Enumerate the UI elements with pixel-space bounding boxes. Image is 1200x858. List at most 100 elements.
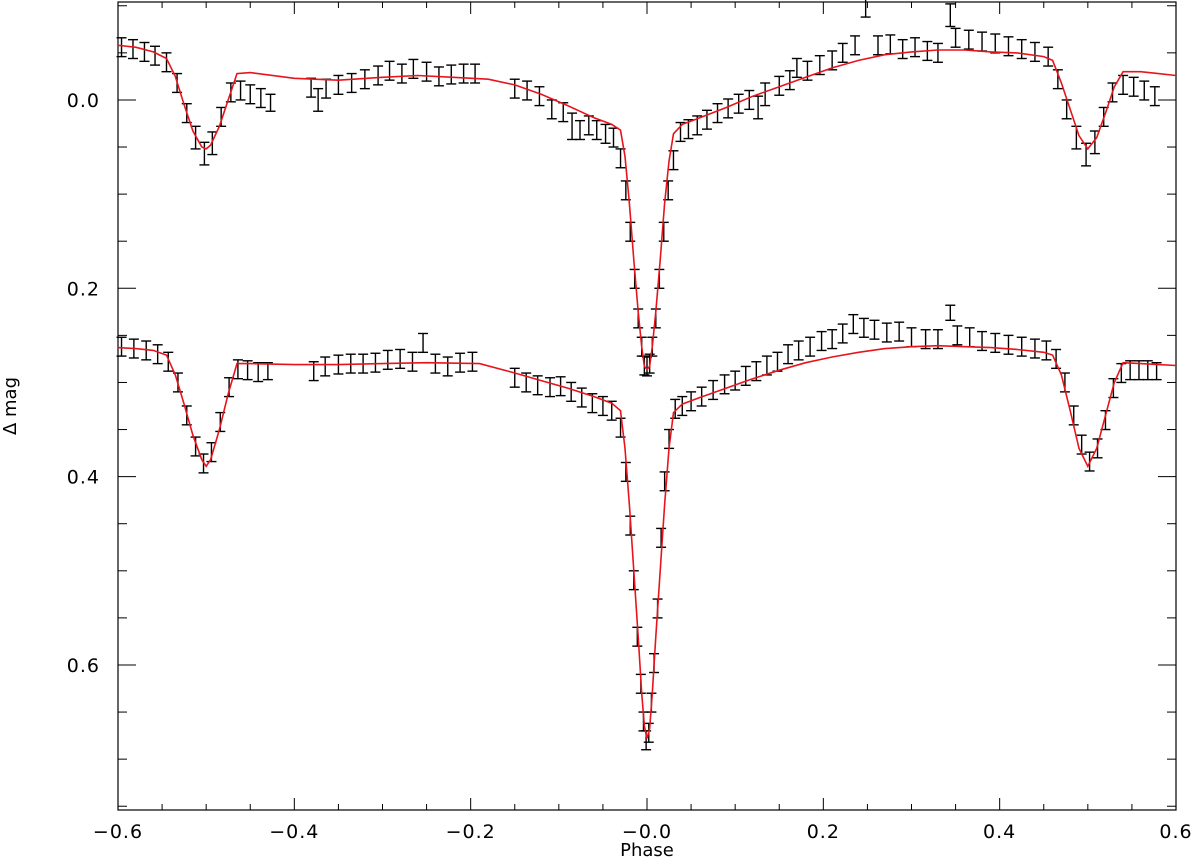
data-point xyxy=(816,330,827,352)
data-point xyxy=(320,356,331,377)
data-point xyxy=(906,327,917,348)
data-point xyxy=(885,34,896,55)
data-point xyxy=(576,387,587,408)
y-tick-label: 0.0 xyxy=(67,90,100,112)
data-point xyxy=(670,398,681,419)
data-point xyxy=(442,356,453,377)
data-point xyxy=(945,3,956,28)
data-point xyxy=(740,365,751,386)
data-point xyxy=(139,41,150,63)
data-point xyxy=(407,351,418,372)
data-point xyxy=(793,340,804,361)
data-point xyxy=(1149,86,1160,107)
x-tick-label: 0.4 xyxy=(983,821,1016,843)
data-point xyxy=(161,52,172,73)
data-point xyxy=(253,361,264,383)
x-tick-label: 0.2 xyxy=(807,821,840,843)
data-point xyxy=(872,35,883,56)
data-point xyxy=(708,379,719,401)
data-point xyxy=(964,327,975,348)
data-point xyxy=(1125,360,1136,381)
data-point xyxy=(712,103,723,124)
data-point xyxy=(1029,338,1040,359)
data-point xyxy=(814,54,825,76)
data-point xyxy=(382,349,393,370)
data-point xyxy=(1016,38,1027,60)
data-point xyxy=(733,93,744,114)
y-tick-labels: 0.0 0.2 0.4 0.6 xyxy=(67,90,100,677)
data-point xyxy=(262,361,273,381)
data-point xyxy=(837,323,848,344)
data-point xyxy=(1016,336,1027,357)
data-point xyxy=(897,38,908,60)
data-point xyxy=(963,29,974,50)
data-point xyxy=(116,336,127,357)
data-point xyxy=(858,317,869,338)
data-point xyxy=(761,355,772,376)
data-point xyxy=(373,65,384,86)
data-point xyxy=(881,322,892,343)
data-point xyxy=(265,93,276,112)
data-point xyxy=(860,0,871,18)
data-point xyxy=(753,95,764,120)
data-point xyxy=(1118,74,1129,95)
data-point xyxy=(772,351,783,372)
data-point xyxy=(346,72,357,94)
data-point xyxy=(894,321,905,342)
observation-points xyxy=(116,0,1162,751)
x-tick-label: −0.4 xyxy=(269,821,319,843)
data-point xyxy=(116,37,127,58)
x-tick-label: −0.6 xyxy=(93,821,143,843)
data-point xyxy=(1151,361,1162,381)
data-point xyxy=(1029,41,1040,63)
data-point xyxy=(1128,76,1139,97)
data-point xyxy=(1051,348,1062,370)
data-point xyxy=(952,325,963,346)
y-tick-label: 0.2 xyxy=(67,278,100,300)
data-point xyxy=(313,87,324,112)
data-point xyxy=(600,123,611,144)
data-point xyxy=(418,332,429,354)
data-point xyxy=(232,359,243,380)
data-point xyxy=(783,344,794,365)
x-tick-label: 0.6 xyxy=(1159,821,1192,843)
data-point xyxy=(625,221,636,242)
data-point xyxy=(591,119,602,141)
data-point xyxy=(910,37,921,58)
data-point xyxy=(784,70,795,91)
data-point xyxy=(1139,80,1150,101)
data-point xyxy=(587,393,598,414)
axis-ticks xyxy=(117,2,1177,810)
data-point xyxy=(744,89,755,111)
data-point xyxy=(658,221,669,242)
data-point xyxy=(990,33,1001,54)
data-point xyxy=(127,38,138,60)
data-point xyxy=(306,77,317,98)
data-point xyxy=(791,57,802,79)
data-point xyxy=(235,80,246,101)
data-point xyxy=(255,87,266,109)
y-tick-label: 0.6 xyxy=(67,655,100,677)
data-point xyxy=(370,352,381,373)
data-point xyxy=(827,329,838,350)
data-point xyxy=(163,351,174,372)
data-point xyxy=(990,332,1001,354)
data-point xyxy=(837,42,848,63)
data-point xyxy=(470,63,481,84)
x-tick-label: −0.2 xyxy=(446,821,496,843)
data-point xyxy=(190,436,201,457)
data-point xyxy=(566,381,577,402)
data-point xyxy=(701,109,712,130)
data-point xyxy=(723,98,734,119)
y-tick-label: 0.4 xyxy=(67,467,100,489)
plot-frame xyxy=(117,1,1177,811)
data-point xyxy=(522,80,533,101)
data-point xyxy=(932,42,943,63)
x-axis-title: Phase xyxy=(620,840,674,858)
data-point xyxy=(977,31,988,52)
data-point xyxy=(190,125,201,150)
data-point xyxy=(534,86,545,107)
model-curve xyxy=(117,344,1177,739)
data-point xyxy=(546,99,557,120)
